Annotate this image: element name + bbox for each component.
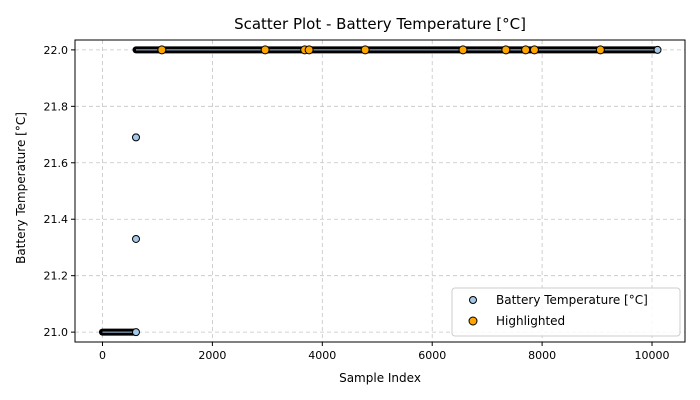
data-point: [132, 234, 140, 243]
y-tick-label: 21.0: [44, 326, 69, 339]
plot-frame: [74, 39, 686, 343]
legend-marker-highlighted: [468, 316, 478, 326]
highlighted-point: [260, 45, 270, 55]
x-tick-label: 6000: [418, 349, 446, 362]
legend-box: [451, 287, 681, 337]
highlighted-point: [529, 45, 539, 55]
y-tick-label: 21.2: [44, 270, 69, 283]
y-axis-label: Battery Temperature [°C]: [14, 112, 28, 264]
legend: Battery Temperature [°C] Highlighted: [451, 287, 681, 337]
y-tick-label: 21.4: [44, 213, 69, 226]
x-axis-label: Sample Index: [339, 371, 421, 385]
highlighted-point: [595, 45, 605, 55]
legend-marker-battery-temperature: [469, 296, 477, 304]
point-layer: [132, 45, 662, 337]
highlighted-point: [360, 45, 370, 55]
x-tick-label: 8000: [528, 349, 556, 362]
data-point: [132, 328, 140, 337]
tick-layer: 0 2000 4000 6000 8000 10000 21.0 21.2 21.4 21.6 21…: [44, 44, 670, 362]
x-tick-label: 4000: [308, 349, 336, 362]
x-tick-label: 0: [99, 349, 106, 362]
legend-label-highlighted: Highlighted: [496, 314, 565, 328]
highlighted-point: [304, 45, 314, 55]
highlighted-point: [157, 45, 167, 55]
grid-layer: [75, 40, 685, 342]
highlighted-point: [458, 45, 468, 55]
dense-data-layer: [98, 46, 662, 336]
y-tick-label: 22.0: [44, 44, 69, 57]
x-tick-label: 10000: [635, 349, 670, 362]
data-point: [653, 45, 662, 54]
x-tick-label: 2000: [198, 349, 226, 362]
highlighted-point: [521, 45, 531, 55]
y-tick-label: 21.6: [44, 157, 69, 170]
highlighted-point: [501, 45, 511, 55]
data-point: [132, 133, 140, 142]
y-tick-label: 21.8: [44, 100, 69, 113]
chart-title: Scatter Plot - Battery Temperature [°C]: [234, 15, 526, 33]
legend-label-battery-temperature: Battery Temperature [°C]: [496, 293, 648, 307]
